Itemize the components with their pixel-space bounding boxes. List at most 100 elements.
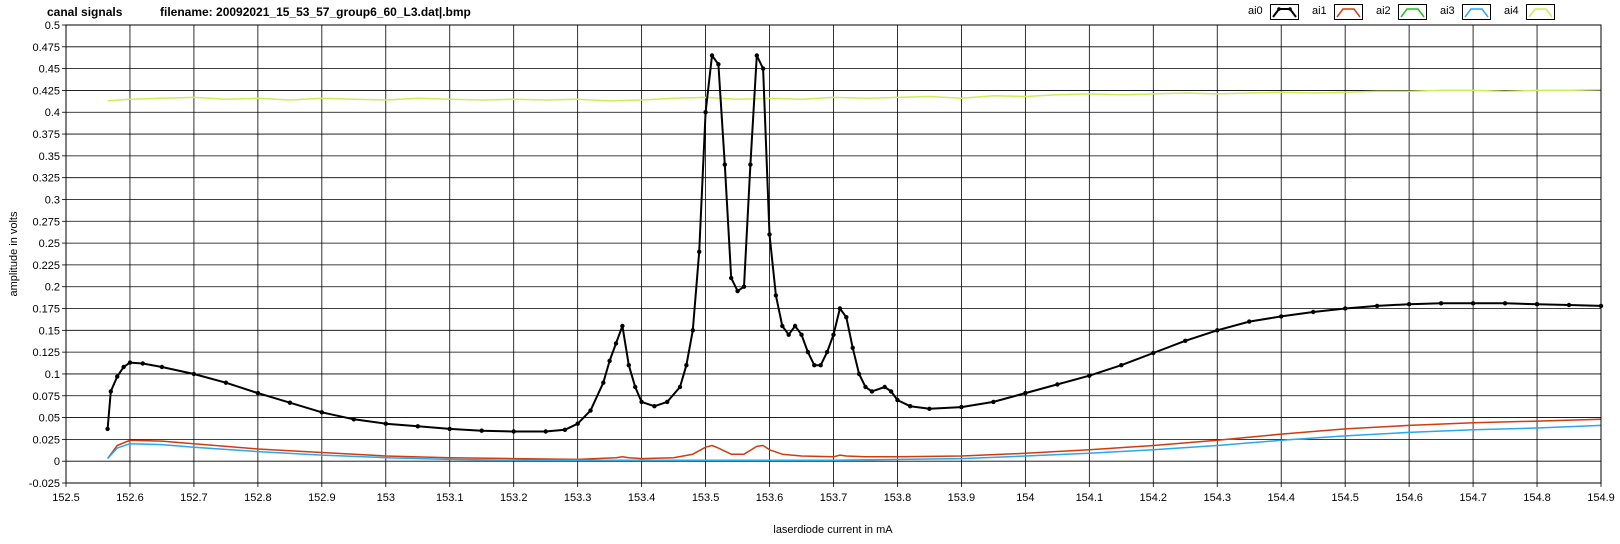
y-tick-label: 0.25 bbox=[39, 238, 60, 250]
y-tick-label: 0.5 bbox=[45, 20, 60, 32]
data-point-ai0 bbox=[844, 315, 849, 320]
data-point-ai0 bbox=[588, 408, 593, 413]
data-point-ai0 bbox=[908, 404, 913, 409]
data-point-ai0 bbox=[824, 349, 830, 355]
data-point-ai0 bbox=[626, 363, 631, 368]
y-tick-label: -0.025 bbox=[29, 478, 60, 490]
y-tick-label: 0.3 bbox=[45, 194, 60, 206]
y-tick-label: 0.225 bbox=[32, 260, 60, 272]
y-tick-label: 0.1 bbox=[45, 369, 60, 381]
data-point-ai0 bbox=[447, 426, 452, 432]
data-point-ai0 bbox=[1247, 319, 1252, 324]
data-point-ai0 bbox=[115, 374, 120, 379]
data-point-ai0 bbox=[601, 380, 606, 385]
y-tick-label: 0.375 bbox=[32, 129, 60, 141]
data-point-ai0 bbox=[159, 364, 165, 370]
x-tick-label: 153.4 bbox=[628, 492, 656, 504]
data-point-ai0 bbox=[255, 390, 261, 396]
data-point-ai0 bbox=[1470, 301, 1476, 306]
legend-label-ai4: ai4 bbox=[1504, 5, 1519, 17]
data-point-ai0 bbox=[869, 389, 875, 394]
series-line-ai0 bbox=[106, 54, 1602, 433]
data-point-ai0 bbox=[639, 399, 644, 405]
y-tick-label: 0.2 bbox=[45, 282, 60, 294]
legend-label-ai3: ai3 bbox=[1440, 5, 1455, 17]
y-tick-label: 0.075 bbox=[32, 391, 60, 403]
x-tick-label: 153.8 bbox=[884, 492, 912, 504]
data-point-ai0 bbox=[1343, 306, 1348, 311]
y-tick-label: 0.275 bbox=[32, 216, 60, 228]
data-point-ai0 bbox=[1279, 314, 1284, 319]
data-point-ai0 bbox=[562, 427, 568, 432]
data-point-ai0 bbox=[812, 363, 817, 368]
x-tick-label: 152.6 bbox=[116, 492, 144, 504]
data-point-ai0 bbox=[850, 345, 855, 350]
x-tick-label: 154.6 bbox=[1395, 492, 1423, 504]
data-point-ai0 bbox=[633, 384, 638, 390]
data-point-ai0 bbox=[684, 363, 689, 368]
y-axis-label: amplitude in volts bbox=[8, 211, 20, 296]
data-point-ai0 bbox=[1311, 309, 1316, 315]
y-tick-label: 0.15 bbox=[39, 325, 60, 337]
series-line-ai1 bbox=[106, 418, 1602, 461]
data-point-ai0 bbox=[927, 406, 932, 411]
data-point-ai0 bbox=[223, 380, 229, 385]
x-tick-label: 153.3 bbox=[564, 492, 592, 504]
data-point-ai0 bbox=[108, 389, 114, 394]
data-point-ai0 bbox=[959, 404, 964, 410]
data-point-ai0 bbox=[319, 410, 324, 415]
x-tick-label: 152.5 bbox=[52, 492, 80, 504]
chart-title: canal signals bbox=[47, 5, 123, 19]
data-point-ai0 bbox=[511, 429, 516, 434]
legend-label-ai0: ai0 bbox=[1248, 5, 1263, 17]
x-tick-label: 154.5 bbox=[1331, 492, 1359, 504]
data-point-ai0 bbox=[882, 384, 887, 390]
data-point-ai0 bbox=[620, 323, 625, 329]
data-point-ai0 bbox=[1374, 303, 1380, 309]
data-point-ai0 bbox=[1215, 328, 1220, 333]
legend-swatch-ai4 bbox=[1526, 4, 1555, 20]
data-point-ai0 bbox=[1023, 390, 1028, 396]
data-point-ai0 bbox=[677, 384, 683, 390]
legend-swatch-ai3 bbox=[1462, 4, 1491, 20]
x-tick-label: 153.7 bbox=[820, 492, 848, 504]
y-tick-labels: 0.5 0.475 0.45 0.425 0.4 0.375 0.35 0.325 0.3 0.2… bbox=[29, 20, 66, 490]
chart-header: canal signals filename: 20092021_15_53_5… bbox=[0, 0, 1620, 24]
grid-lines bbox=[65, 24, 1602, 484]
y-tick-label: 0.025 bbox=[32, 434, 60, 446]
data-point-ai0 bbox=[1566, 302, 1572, 308]
x-tick-label: 153.2 bbox=[500, 492, 528, 504]
legend-label-ai1: ai1 bbox=[1312, 5, 1327, 17]
data-point-ai0 bbox=[818, 363, 823, 368]
data-point-ai0 bbox=[121, 364, 126, 370]
legend-label-ai2: ai2 bbox=[1376, 5, 1391, 17]
data-point-ai0 bbox=[697, 249, 702, 254]
y-tick-label: 0.125 bbox=[32, 347, 60, 359]
x-tick-label: 153 bbox=[377, 492, 395, 504]
data-point-ai0 bbox=[722, 162, 727, 167]
data-point-ai0 bbox=[607, 358, 612, 364]
x-tick-label: 154.2 bbox=[1140, 492, 1168, 504]
data-point-ai0 bbox=[780, 323, 785, 329]
y-tick-label: 0.4 bbox=[45, 107, 60, 119]
series-line-ai4 bbox=[107, 88, 1602, 102]
x-tick-label: 152.9 bbox=[308, 492, 336, 504]
data-point-ai0 bbox=[191, 371, 197, 377]
x-tick-label: 153.9 bbox=[948, 492, 976, 504]
y-tick-label: 0.175 bbox=[32, 304, 60, 316]
data-point-ai0 bbox=[895, 397, 900, 403]
data-point-ai0 bbox=[837, 306, 843, 311]
series-line-ai3 bbox=[107, 424, 1602, 462]
data-point-ai0 bbox=[863, 384, 868, 390]
data-point-ai0 bbox=[792, 323, 798, 329]
data-point-ai0 bbox=[1055, 382, 1060, 387]
data-point-ai0 bbox=[729, 275, 734, 281]
data-point-ai0 bbox=[652, 404, 657, 409]
data-point-ai0 bbox=[831, 332, 836, 337]
data-point-ai0 bbox=[760, 66, 766, 71]
data-point-ai0 bbox=[716, 62, 721, 67]
series-group bbox=[105, 53, 1604, 462]
data-point-ai0 bbox=[703, 110, 708, 115]
x-tick-label: 154.1 bbox=[1076, 492, 1104, 504]
